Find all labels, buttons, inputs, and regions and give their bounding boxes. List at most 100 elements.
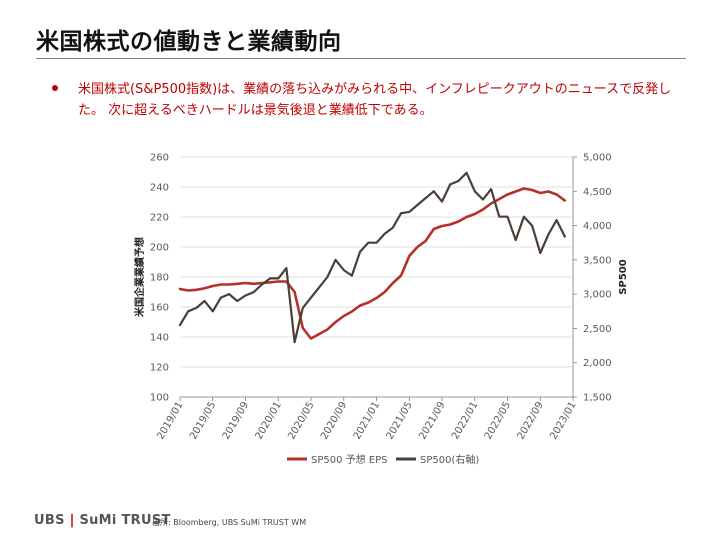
y2-tick-label: 1,500 — [583, 393, 612, 404]
eps-forecast-point — [416, 246, 419, 248]
eps-forecast-point — [326, 328, 329, 331]
eps-forecast-point — [236, 282, 239, 285]
x-tick-label: 2022/09 — [516, 400, 546, 441]
eps-forecast-point — [187, 289, 190, 292]
eps-forecast-point — [424, 240, 427, 242]
sp500-point — [424, 197, 427, 200]
chart-legend: SP500 予想 EPS SP500(右軸) — [287, 453, 479, 466]
eps-forecast-point — [359, 304, 361, 307]
title-divider — [36, 58, 686, 59]
eps-forecast-point — [220, 283, 222, 286]
sp500-point — [179, 324, 181, 326]
y-axis-title: 米国企業業績予想 — [133, 237, 146, 317]
sp500-point — [359, 250, 361, 253]
sp500-point — [482, 198, 484, 201]
sp500-point — [473, 190, 476, 193]
eps-forecast-point — [318, 333, 321, 335]
company-logo: UBS | SuMi TRUST — [34, 513, 171, 528]
sp500-point — [293, 341, 296, 343]
logo-text-left: UBS — [34, 513, 65, 528]
eps-forecast-point — [301, 327, 304, 329]
y2-tick-label: 3,500 — [583, 255, 612, 266]
sp500-point — [301, 307, 304, 309]
eps-forecast-point — [482, 208, 484, 211]
sp500-point — [547, 233, 550, 236]
sp500-point — [285, 267, 288, 269]
sp500-point — [408, 211, 411, 213]
sp500-point — [432, 190, 435, 193]
sp500-point — [523, 215, 525, 218]
sp500-point — [342, 269, 345, 271]
eps-forecast-point — [408, 255, 411, 257]
x-tick-label: 2019/01 — [155, 400, 185, 441]
eps-forecast-point — [244, 282, 247, 284]
sp500-point — [228, 293, 231, 295]
eps-forecast-point — [547, 190, 550, 193]
x-tick-label: 2021/01 — [352, 400, 382, 441]
chart-axes: 100 120 140 160 180 200 220 240 260 1,500 2,000 2,5… — [133, 153, 629, 442]
y2-tick-label: 2,500 — [583, 324, 612, 335]
eps-forecast-point — [367, 301, 370, 304]
sp500-point — [211, 310, 214, 313]
x-tick-label: 2019/09 — [221, 400, 251, 441]
eps-forecast-point — [252, 282, 255, 285]
sp500-point — [351, 274, 353, 277]
y-tick-label: 160 — [150, 303, 169, 314]
y2-tick-label: 5,000 — [583, 153, 612, 164]
sp500-point — [203, 300, 206, 302]
eps-forecast-point — [310, 337, 312, 340]
y2-tick-label: 4,500 — [583, 187, 612, 198]
sp500-point — [277, 277, 280, 280]
eps-forecast-point — [465, 216, 468, 218]
eps-forecast-point — [498, 198, 501, 200]
y2-tick-label: 3,000 — [583, 290, 612, 301]
y-tick-label: 220 — [150, 213, 169, 224]
eps-forecast-point — [441, 225, 443, 227]
sp500-point — [326, 276, 329, 278]
eps-forecast-point — [342, 315, 345, 317]
sp500-point — [531, 224, 533, 227]
legend-eps-label: SP500 予想 EPS — [311, 453, 388, 466]
sp500-point — [187, 310, 190, 313]
eps-forecast-point — [351, 310, 353, 313]
y-tick-label: 200 — [150, 243, 169, 254]
sp500-point — [236, 300, 239, 302]
sp500-point — [220, 296, 222, 299]
chart-series — [178, 171, 567, 344]
sp500-point — [400, 212, 402, 215]
sp500-point — [310, 296, 312, 299]
eps-forecast-point — [506, 193, 509, 196]
sp500-point — [490, 188, 492, 191]
bullet-dot-icon — [52, 85, 58, 91]
y2-axis-title: SP500 — [618, 259, 629, 294]
x-tick-label: 2020/01 — [254, 400, 284, 441]
y2-tick-label: 4,000 — [583, 221, 612, 232]
y2-tick-label: 2,000 — [583, 358, 612, 369]
sp500-point — [195, 307, 198, 309]
sp500-point — [465, 171, 468, 174]
sp500-point — [269, 277, 271, 280]
bullet-text: 米国株式(S&P500指数)は、業績の落ち込みがみられる中、インフレピークアウト… — [78, 82, 672, 118]
eps-forecast-point — [392, 282, 394, 284]
sp500-point — [449, 183, 452, 186]
sp500-line-group — [178, 171, 566, 344]
legend-sp500-label: SP500(右軸) — [420, 453, 479, 466]
eps-forecast-point — [531, 189, 533, 191]
y-tick-label: 120 — [150, 363, 169, 374]
sp500-point — [334, 259, 337, 261]
sp500-point — [392, 226, 394, 229]
eps-forecast-point — [228, 283, 231, 286]
sp500-point — [555, 219, 558, 222]
sp500-point — [506, 215, 509, 218]
x-tick-label: 2021/09 — [417, 400, 447, 441]
eps-forecast-point — [375, 297, 378, 299]
sp500-point — [457, 180, 460, 182]
eps-forecast-line-group — [178, 187, 567, 340]
eps-forecast-point — [514, 190, 517, 193]
x-tick-label: 2022/01 — [450, 400, 480, 441]
sp500-point — [318, 286, 321, 289]
sp500-point — [539, 252, 542, 254]
logo-text-right: SuMi TRUST — [79, 513, 171, 528]
eps-forecast-point — [211, 285, 214, 287]
eps-forecast-point — [334, 321, 337, 323]
